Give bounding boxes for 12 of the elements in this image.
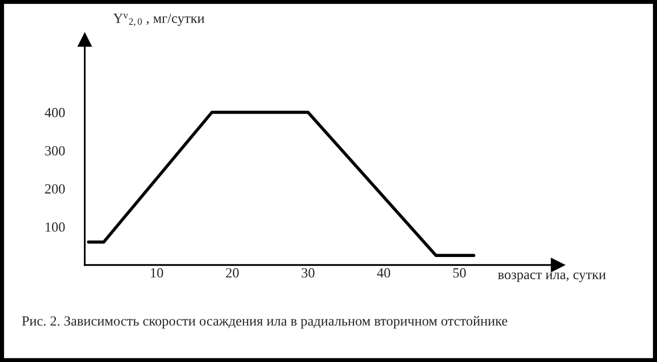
y-tick-label: 200 (45, 184, 65, 194)
x-tick-label: 10 (150, 268, 164, 278)
x-tick-label: 50 (453, 268, 466, 278)
x-tick-label: 30 (302, 268, 314, 278)
x-tick-label: 20 (226, 268, 239, 278)
y-tick-label: 300 (45, 146, 65, 156)
y-tick-label: 100 (46, 222, 65, 232)
y-axis-title: Y$^{v}$$_{2,0}$ , мг/сутки (113, 14, 204, 26)
text: Рис. 2. Зависимость скорости осаждения ила в радиальном вторичном отстойнике (22, 316, 508, 328)
x-axis-title: возраст ила, сутки (498, 272, 606, 282)
x-tick-label: 40 (377, 268, 390, 278)
y-tick-label: 400 (44, 108, 65, 118)
